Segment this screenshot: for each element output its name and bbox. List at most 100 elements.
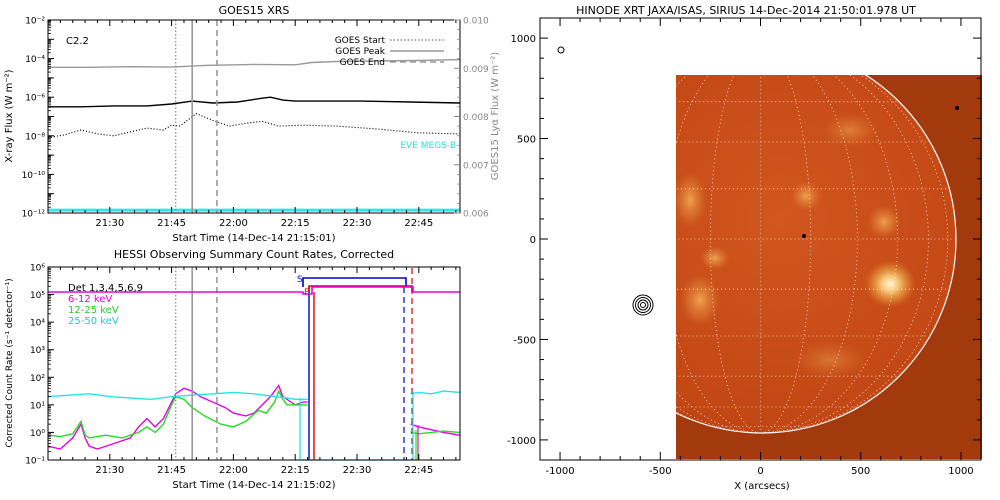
- goes-series-ly: [48, 58, 461, 69]
- goes-class-label: C2.2: [66, 36, 89, 47]
- xrt-x-tick-label: -1000: [546, 466, 575, 477]
- hessi-attenuator-states: S F: [48, 268, 460, 461]
- xrt-y-tick-label: -500: [513, 335, 536, 346]
- hessi-s-flag: S: [297, 275, 303, 285]
- hessi-series-6-12-kev: [47, 384, 308, 450]
- goes-y-tick-label: 10⁻¹⁰: [22, 171, 46, 181]
- hessi-series-25-50-kev: [47, 391, 308, 401]
- hessi-series-25-50-kev-late: [410, 390, 461, 395]
- goes-series-long-channel: [48, 96, 461, 108]
- xrt-xlabel: X (arcsecs): [734, 481, 790, 492]
- hessi-x-tick-label: 22:30: [343, 465, 372, 476]
- hessi-x-tick-label: 21:30: [95, 465, 124, 476]
- goes-y-tick-label: 10⁻⁸: [25, 132, 45, 142]
- goes-y-tick-label: 10⁻¹²: [22, 210, 46, 220]
- goes-series-short-channel: [47, 112, 461, 139]
- hessi-frame: [47, 266, 461, 461]
- hessi-contour-4: [640, 302, 646, 308]
- goes-plot-area: 21:30 21:45 22:00 22:15 22:30 22:45 10⁻² 10⁻⁴ 1…: [22, 17, 489, 230]
- hessi-y-tick-label: 10⁰: [30, 429, 45, 439]
- hessi-legend-6-12: 6-12 keV: [68, 294, 112, 305]
- hessi-contour-3: [637, 299, 649, 311]
- goes-legend: GOES Start GOES Peak GOES End: [335, 36, 444, 68]
- xrt-x-tick-label: -500: [649, 466, 672, 477]
- active-region-8: [790, 340, 870, 380]
- active-region-bright-1: [864, 260, 916, 308]
- hessi-legend-25-50: 25-50 keV: [68, 316, 119, 327]
- goes-y-tick-label: 10⁻⁴: [25, 55, 45, 65]
- goes-x-tick-label: 22:45: [404, 218, 433, 229]
- contour-small-top: [557, 46, 565, 54]
- hessi-contour-2: [635, 297, 651, 313]
- dark-spot-2: [955, 106, 959, 110]
- hessi-y-tick-label: 10¹: [30, 401, 45, 411]
- xrt-title: HINODE XRT JAXA/ISAS, SIRIUS 14-Dec-2014…: [576, 4, 916, 17]
- hessi-legend: Det 1,3,4,5,6,9 6-12 keV 12-25 keV 25-50…: [68, 283, 143, 327]
- dark-spot-1: [802, 234, 806, 238]
- active-region-3: [789, 180, 823, 212]
- hessi-y-tick-label: 10⁵: [30, 291, 45, 301]
- goes-x-tick-label: 21:45: [157, 218, 186, 229]
- hessi-series-12-25-kev: [47, 389, 308, 439]
- hessi-contour-1: [632, 294, 654, 316]
- hessi-xlabel: Start Time (14-Dec-14 21:15:02): [172, 480, 335, 491]
- active-region-7: [820, 112, 880, 148]
- hessi-y-tick-label: 10²: [30, 374, 45, 384]
- hessi-x-tick-label: 21:45: [157, 465, 186, 476]
- heliographic-grid: [676, 75, 955, 434]
- hessi-legend-12-25: 12-25 keV: [68, 305, 119, 316]
- xrt-y-tick-label: -1000: [507, 436, 536, 447]
- grid-longitude: [709, 75, 761, 434]
- goes-legend-start-label: GOES Start: [335, 36, 386, 46]
- hessi-y-tick-label: 10⁴: [30, 319, 45, 329]
- xrt-y-tick-label: 1000: [511, 34, 536, 45]
- hessi-series-6-12-kev-late: [410, 423, 461, 436]
- goes-x-tick-label: 22:00: [219, 218, 248, 229]
- hessi-y-tick-label: 10⁶: [30, 264, 45, 274]
- solar-limb: [676, 75, 957, 434]
- goes-y2label: GOES15 Lyα Flux (W m⁻²): [490, 52, 501, 180]
- hessi-x-tick-label: 22:00: [219, 465, 248, 476]
- xrt-y-tick-label: 500: [517, 135, 536, 146]
- xrt-image: [676, 75, 982, 459]
- goes-y2-tick-label: 0.008: [463, 113, 489, 123]
- xrt-y-tick-label: 0: [530, 235, 536, 246]
- grid-longitude: [760, 75, 812, 434]
- hessi-plot-area: S F 21:30 21:45 22:00 22:15 22:30 22:45 10⁶ 10…: [25, 264, 461, 476]
- hessi-cyan-drop: [299, 392, 414, 461]
- goes-x-tick-label: 22:30: [343, 218, 372, 229]
- active-region-6: [678, 272, 722, 328]
- hessi-panel: HESSI Observing Summary Count Rates, Cor…: [5, 248, 461, 491]
- goes-title: GOES15 XRS: [219, 4, 290, 17]
- hessi-x-tick-label: 22:15: [281, 465, 310, 476]
- goes-xlabel: Start Time (14-Dec-14 21:15:01): [172, 233, 335, 244]
- active-region-bright-2: [866, 204, 902, 240]
- hessi-legend-det: Det 1,3,4,5,6,9: [68, 283, 143, 294]
- hessi-magenta-plateau: [48, 286, 460, 295]
- goes-y2-tick-label: 0.007: [463, 161, 489, 171]
- grid-longitude: [760, 75, 929, 434]
- goes-x-tick-label: 22:15: [281, 218, 310, 229]
- goes-legend-end-label: GOES End: [340, 58, 385, 68]
- xrt-x-tick-label: 500: [851, 466, 870, 477]
- hessi-y-tick-label: 10⁻¹: [25, 457, 45, 467]
- goes-legend-peak-label: GOES Peak: [335, 47, 385, 57]
- goes-eve-label: EVE MEGS-B: [400, 141, 456, 151]
- active-region-4: [699, 245, 731, 271]
- solar-disk: [676, 75, 956, 433]
- xrt-x-tick-label: 1000: [948, 466, 973, 477]
- goes-y-tick-label: 10⁻²: [25, 17, 45, 27]
- goes-y2-tick-label: 0.009: [463, 65, 489, 75]
- goes-y2-tick-label: 0.010: [463, 17, 489, 27]
- goes-x-tick-label: 21:30: [95, 218, 124, 229]
- hessi-s-band: [302, 277, 407, 287]
- goes-y2-tick-label: 0.006: [463, 210, 489, 220]
- hessi-f-flag: F: [304, 288, 309, 298]
- hessi-title: HESSI Observing Summary Count Rates, Cor…: [114, 248, 394, 261]
- xrt-x-tick-label: 0: [757, 466, 763, 477]
- hessi-ylabel: Corrected Count Rate (s⁻¹ detector⁻¹): [5, 278, 15, 447]
- active-region-5: [676, 170, 708, 230]
- xrt-panel: HINODE XRT JAXA/ISAS, SIRIUS 14-Dec-2014…: [507, 4, 982, 492]
- hessi-contours: [632, 294, 654, 316]
